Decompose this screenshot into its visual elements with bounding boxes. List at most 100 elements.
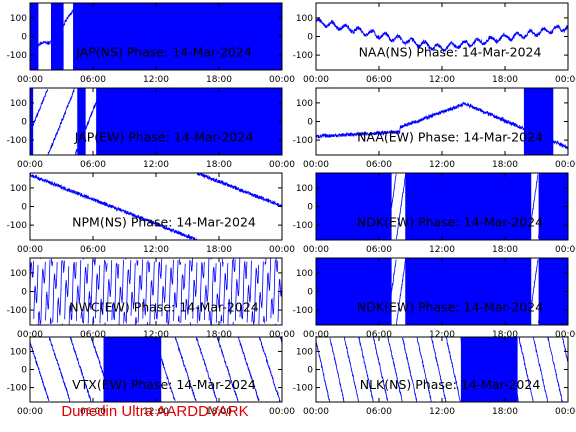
chart-title: JAP(NS) Phase: 14-Mar-2024 (75, 45, 252, 60)
x-tick-label: 06:00 (80, 160, 106, 170)
chart-panel: 00:00 06:00 12:00 18:00 00:00 100 0 -100 NDK(EW)… (293, 172, 576, 255)
x-tick-label: 12:00 (429, 160, 455, 170)
y-tick-label: 0 (21, 288, 27, 298)
x-tick-label: 00:00 (303, 407, 329, 417)
x-tick-label: 12:00 (429, 407, 455, 417)
phase-trace (30, 173, 282, 240)
x-tick-label: 12:00 (143, 407, 169, 417)
phase-trace-dense (405, 258, 532, 325)
x-tick-label: 00:00 (303, 330, 329, 340)
y-tick-label: 100 (10, 269, 27, 279)
y-tick-label: 0 (307, 203, 313, 213)
x-tick-label: 06:00 (366, 160, 392, 170)
chart-panel: 00:00 06:00 12:00 18:00 00:00 100 0 -100 NPM(NS)… (7, 172, 295, 255)
chart-panel: 00:00 06:00 12:00 18:00 00:00 100 0 -100 NDK(EW)… (293, 257, 576, 340)
x-tick-label: 12:00 (429, 245, 455, 255)
phase-trace-dense (405, 173, 532, 240)
y-tick-label: 100 (10, 14, 27, 24)
phase-trace (30, 258, 282, 325)
x-tick-label: 06:00 (80, 75, 106, 85)
y-tick-label: 100 (296, 14, 313, 24)
phase-trace-dense (51, 3, 64, 70)
x-tick-label: 18:00 (492, 330, 518, 340)
chart-title: NPM(NS) Phase: 14-Mar-2024 (72, 215, 256, 230)
x-tick-label: 00:00 (303, 160, 329, 170)
phase-trace-dense (30, 3, 39, 70)
x-tick-label: 18:00 (206, 330, 232, 340)
x-tick-label: 00:00 (303, 245, 329, 255)
x-tick-label: 06:00 (366, 75, 392, 85)
y-tick-label: 100 (10, 99, 27, 109)
x-tick-label: 18:00 (492, 75, 518, 85)
phase-trace-dense (460, 337, 518, 402)
y-tick-label: 0 (307, 288, 313, 298)
phase-trace-dense (538, 258, 568, 325)
x-tick-label: 18:00 (492, 160, 518, 170)
x-tick-label: 00:00 (269, 245, 295, 255)
x-tick-label: 00:00 (555, 245, 576, 255)
phase-trace-dense (316, 173, 392, 240)
x-tick-label: 00:00 (269, 160, 295, 170)
x-tick-label: 00:00 (17, 75, 43, 85)
y-tick-label: 100 (296, 347, 313, 357)
chart-title: NLK(NS) Phase: 14-Mar-2024 (360, 377, 541, 392)
chart-title: JAP(EW) Phase: 14-Mar-2024 (74, 130, 254, 145)
axes-frame (29, 172, 283, 241)
phase-trace-dense (77, 88, 86, 155)
chart-title: NAA(EW) Phase: 14-Mar-2024 (357, 130, 543, 145)
x-tick-label: 18:00 (206, 160, 232, 170)
y-tick-label: -100 (7, 136, 28, 146)
x-tick-label: 00:00 (269, 407, 295, 417)
y-tick-label: 100 (10, 347, 27, 357)
y-tick-label: -100 (293, 384, 314, 394)
x-tick-label: 18:00 (492, 245, 518, 255)
chart-title: NAA(NS) Phase: 14-Mar-2024 (359, 45, 542, 60)
y-tick-label: -100 (293, 136, 314, 146)
x-tick-label: 18:00 (206, 245, 232, 255)
x-tick-label: 12:00 (143, 160, 169, 170)
x-tick-label: 00:00 (17, 245, 43, 255)
phase-trace-dense (316, 258, 392, 325)
chart-panel: 00:00 06:00 12:00 18:00 00:00 100 0 -100 VTX(EW)… (7, 336, 295, 417)
y-tick-label: 0 (21, 366, 27, 376)
chart-panel: 00:00 06:00 12:00 18:00 00:00 100 0 -100 JAP(EW)… (7, 87, 295, 170)
x-tick-label: 00:00 (17, 407, 43, 417)
y-tick-label: -100 (293, 306, 314, 316)
y-tick-label: -100 (7, 221, 28, 231)
chart-title: NDK(EW) Phase: 14-Mar-2024 (357, 215, 543, 230)
phase-trace-dense (523, 88, 554, 155)
footer-label: Dunedin Ultra AARDDVARK (61, 403, 249, 420)
y-tick-label: 0 (307, 118, 313, 128)
x-tick-label: 00:00 (17, 160, 43, 170)
x-tick-label: 18:00 (206, 407, 232, 417)
axes-frame (315, 336, 569, 403)
x-tick-label: 06:00 (80, 245, 106, 255)
phase-trace-dense (103, 337, 162, 402)
y-tick-label: 100 (296, 184, 313, 194)
x-tick-label: 12:00 (429, 330, 455, 340)
chart-title: VTX(EW) Phase: 14-Mar-2024 (72, 377, 256, 392)
x-tick-label: 00:00 (303, 75, 329, 85)
y-tick-label: -100 (7, 306, 28, 316)
x-tick-label: 12:00 (429, 75, 455, 85)
chart-title: NWC(EW) Phase: 14-Mar-2024 (69, 300, 259, 315)
y-tick-label: -100 (293, 51, 314, 61)
x-tick-label: 06:00 (80, 407, 106, 417)
x-tick-label: 00:00 (269, 330, 295, 340)
x-tick-label: 00:00 (555, 407, 576, 417)
y-tick-label: 0 (21, 118, 27, 128)
y-tick-label: 100 (296, 269, 313, 279)
axes-frame (315, 2, 569, 71)
y-tick-label: -100 (7, 51, 28, 61)
chart-panel: 00:00 06:00 12:00 18:00 00:00 100 0 -100 JAP(NS)… (7, 2, 295, 85)
chart-panel: 00:00 06:00 12:00 18:00 00:00 100 0 -100 NAA(NS)… (293, 2, 576, 85)
phase-trace (316, 337, 568, 402)
x-tick-label: 00:00 (555, 160, 576, 170)
x-tick-label: 18:00 (206, 75, 232, 85)
x-tick-label: 12:00 (143, 245, 169, 255)
chart-panel: 00:00 06:00 12:00 18:00 00:00 100 0 -100 NLK(NS)… (293, 336, 576, 417)
x-tick-label: 06:00 (366, 245, 392, 255)
chart-title: NDK(EW) Phase: 14-Mar-2024 (357, 300, 543, 315)
x-tick-label: 00:00 (269, 75, 295, 85)
